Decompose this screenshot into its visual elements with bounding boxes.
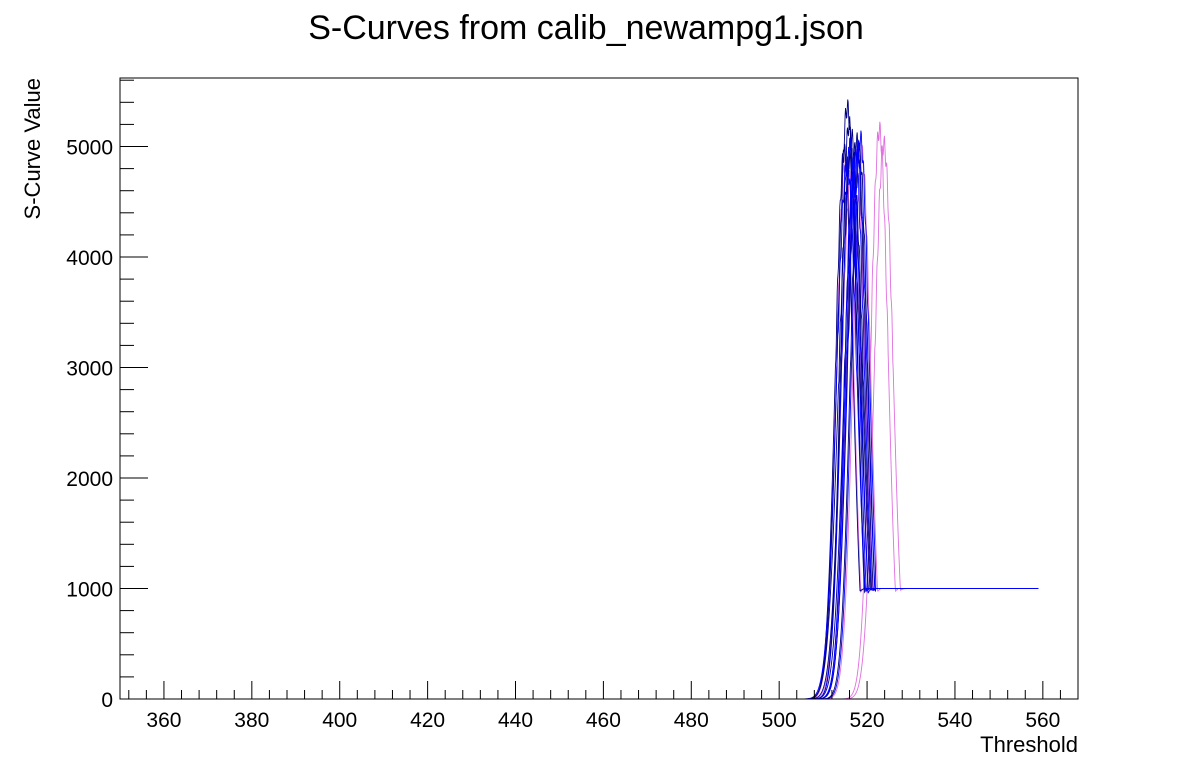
s-curve-series — [163, 162, 1039, 700]
y-tick-label: 0 — [101, 689, 113, 712]
s-curve-series — [163, 151, 1039, 700]
s-curve-series — [163, 143, 1039, 700]
s-curve-series — [163, 132, 1039, 700]
s-curve-series — [163, 128, 1039, 700]
x-tick-label: 400 — [322, 709, 357, 732]
x-tick-label: 360 — [146, 709, 181, 732]
x-tick-label: 440 — [498, 709, 533, 732]
s-curve-series — [163, 148, 1039, 700]
chart-title: S-Curves from calib_newampg1.json — [308, 9, 864, 47]
s-curve-series — [163, 156, 1039, 700]
y-axis-label: S-Curve Value — [20, 78, 45, 219]
x-tick-label: 540 — [937, 709, 972, 732]
x-tick-label: 480 — [674, 709, 709, 732]
s-curve-series — [163, 99, 1039, 700]
y-tick-label: 3000 — [66, 358, 113, 381]
x-axis-label: Threshold — [980, 732, 1078, 757]
s-curve-series — [163, 146, 1039, 700]
s-curve-series — [163, 171, 1039, 700]
x-tick-label: 560 — [1025, 709, 1060, 732]
s-curve-series — [163, 142, 1039, 700]
y-tick-label: 5000 — [66, 137, 113, 160]
y-tick-label: 1000 — [66, 579, 113, 602]
x-tick-label: 500 — [762, 709, 797, 732]
y-tick-label: 4000 — [66, 247, 113, 270]
x-tick-label: 460 — [586, 709, 621, 732]
axes-group: 360 380 400 420 440 460 480 500 520 540 560 0 1000 20… — [66, 79, 1079, 732]
s-curve-series — [163, 135, 1039, 700]
s-curve-series — [163, 137, 1039, 700]
plot-frame — [119, 77, 1079, 700]
s-curve-series — [163, 121, 1039, 700]
s-curve-series — [163, 153, 1039, 700]
s-curve-series — [163, 130, 1039, 700]
x-tick-label: 380 — [234, 709, 269, 732]
series-group — [163, 99, 1039, 700]
x-tick-label: 520 — [850, 709, 885, 732]
s-curve-series — [163, 139, 1039, 700]
y-tick-label: 2000 — [66, 468, 113, 491]
s-curve-series — [163, 144, 1039, 700]
s-curve-series — [163, 116, 1039, 700]
s-curve-series — [163, 164, 1039, 700]
x-tick-label: 420 — [410, 709, 445, 732]
